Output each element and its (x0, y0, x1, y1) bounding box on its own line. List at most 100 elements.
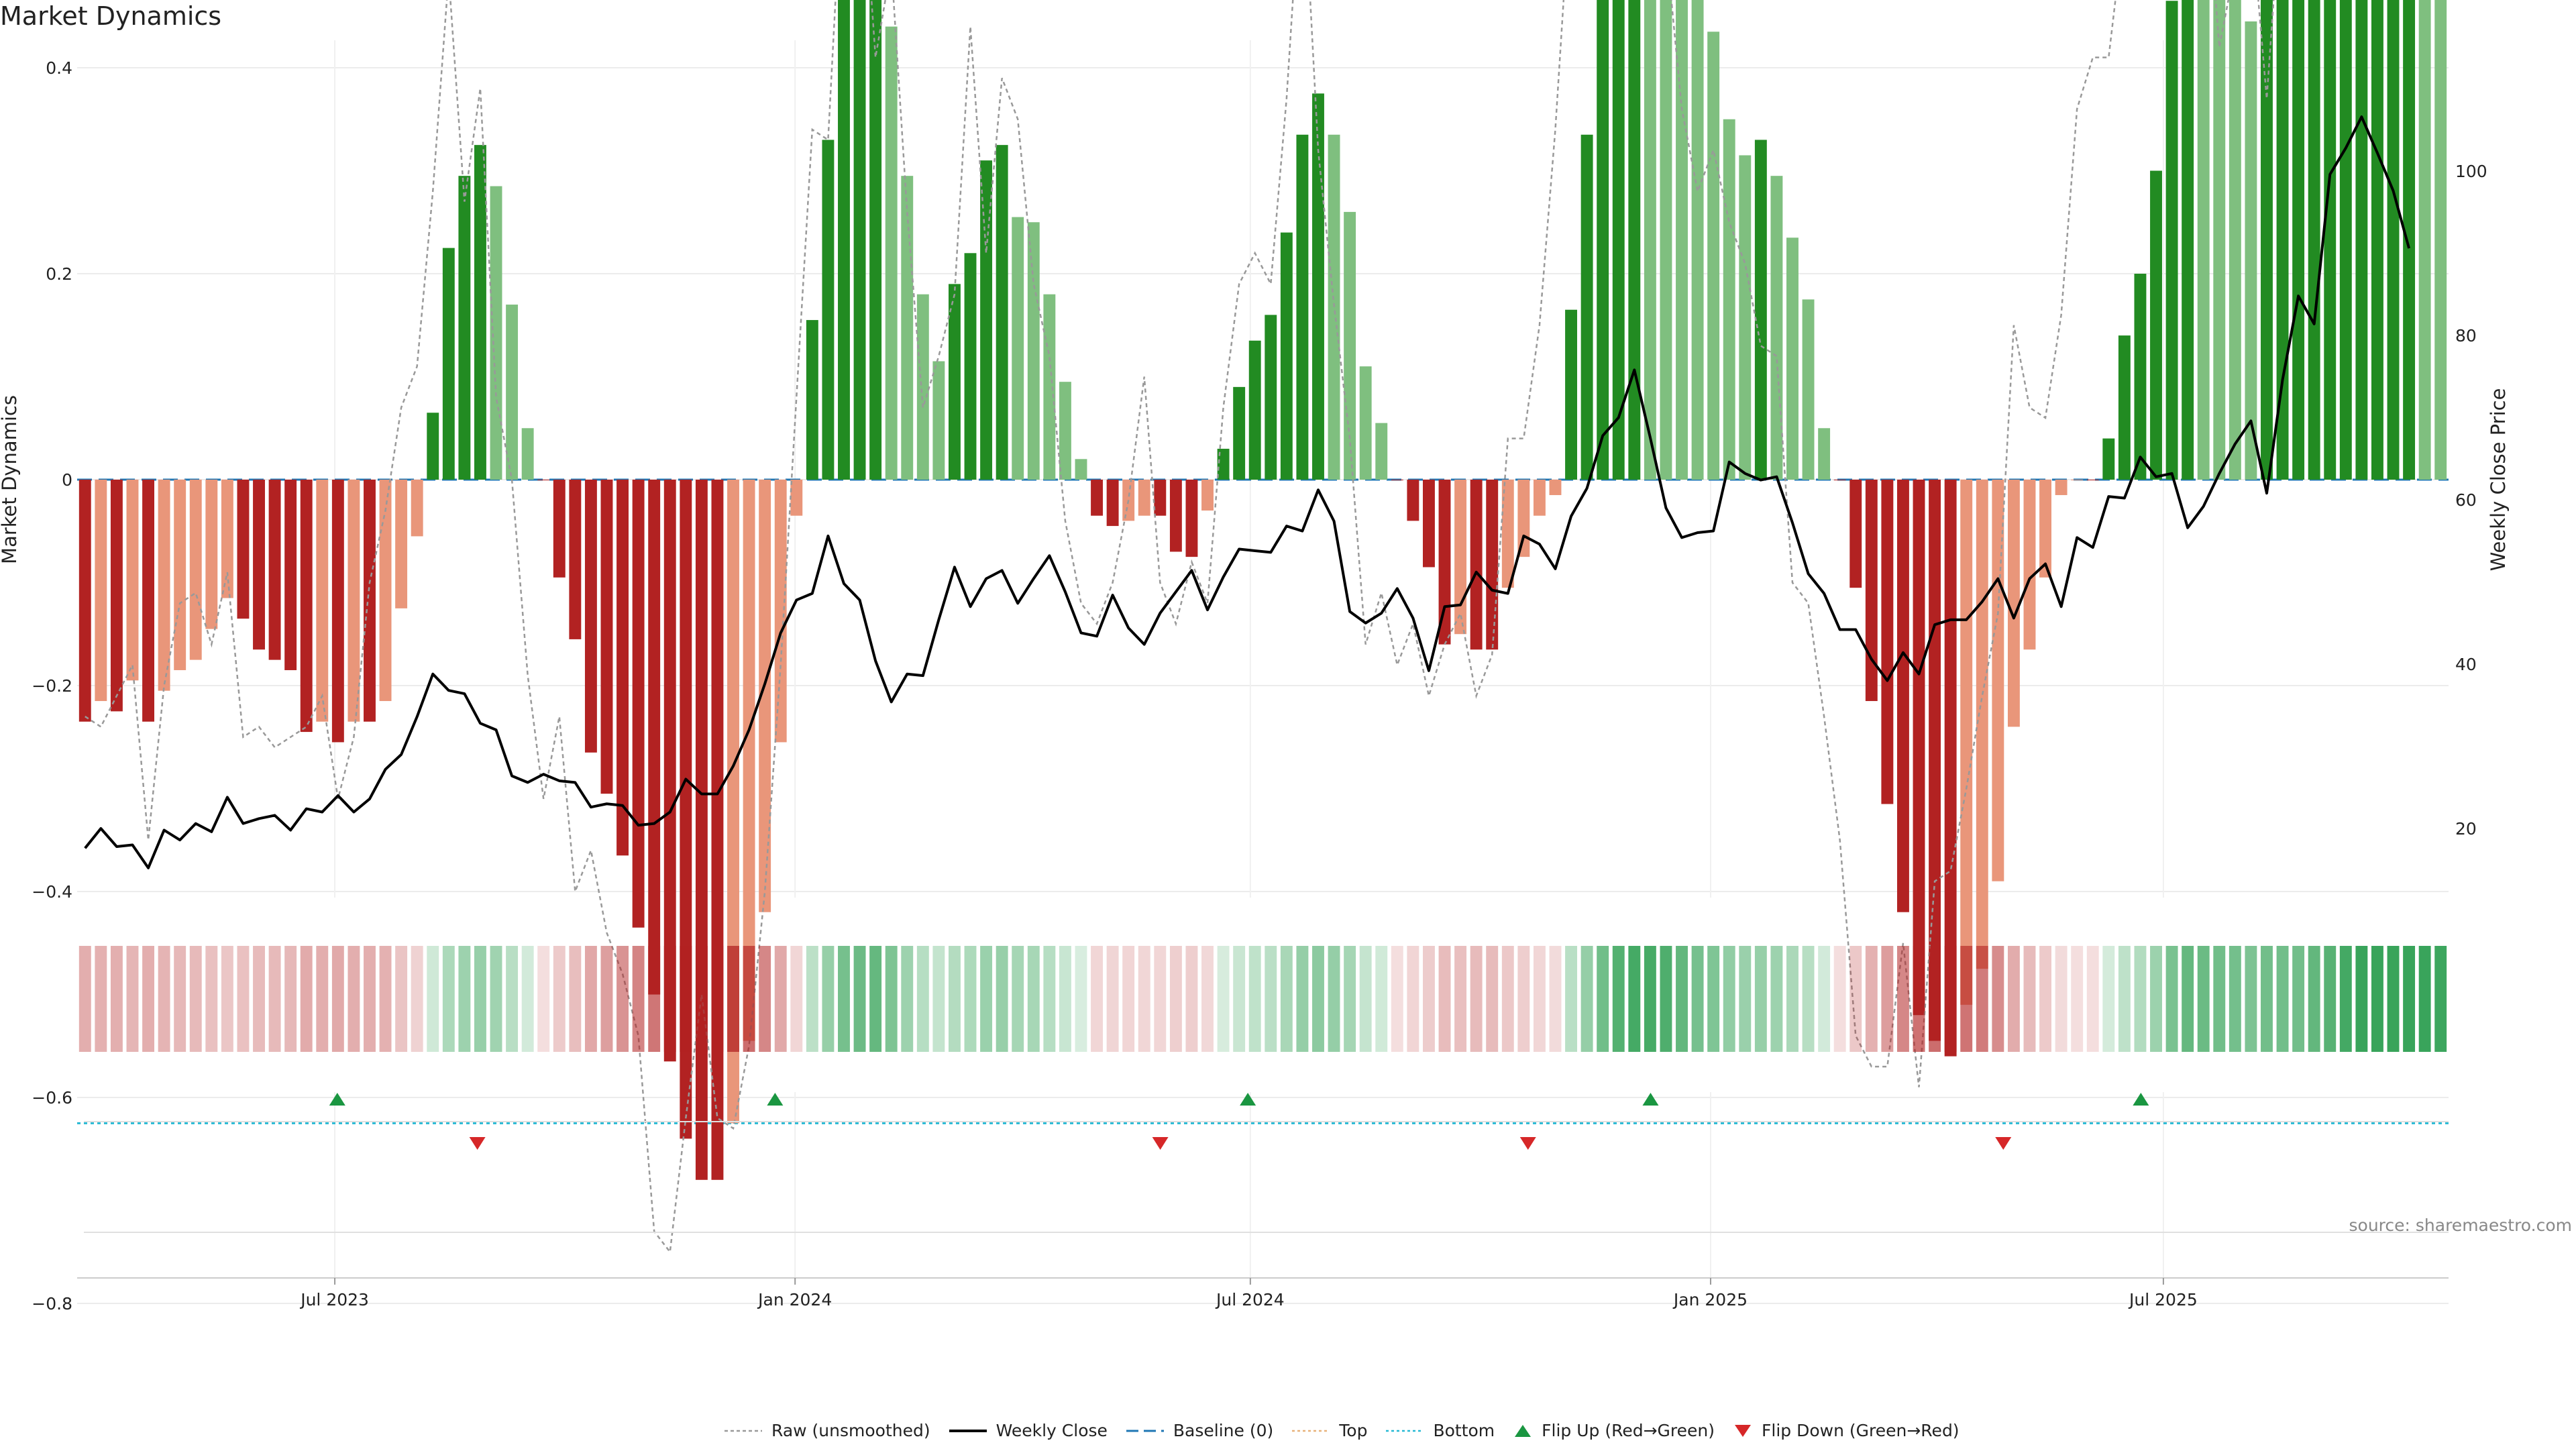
dynamics-bar (996, 145, 1008, 480)
dynamics-bar (648, 480, 661, 995)
strip-cell (774, 946, 787, 1052)
dynamics-bar (2118, 335, 2131, 480)
strip-cell (521, 946, 534, 1052)
strip-cell (648, 946, 661, 1052)
dynamics-bar (790, 480, 803, 516)
strip-cell (300, 946, 313, 1052)
close-legend-line (949, 1429, 987, 1432)
dynamics-bar (1597, 0, 1609, 480)
dynamics-bar (1628, 0, 1641, 480)
strip-cell (1628, 946, 1641, 1052)
dynamics-bar (189, 480, 202, 660)
strip-cell (1612, 946, 1625, 1052)
dynamics-bar (948, 284, 961, 480)
strip-cell (2182, 946, 2194, 1052)
dynamics-bar (2150, 170, 2162, 480)
strip-cell (2039, 946, 2052, 1052)
dynamics-bar (980, 160, 993, 480)
x-tick-label: Jul 2025 (2128, 1290, 2198, 1309)
flip-up-legend-icon (1515, 1424, 1532, 1437)
strip-cell (2150, 946, 2162, 1052)
dynamics-bar (1580, 134, 1593, 480)
strip-cell (2324, 946, 2337, 1052)
dynamics-bar (2308, 0, 2320, 480)
dynamics-bar (1739, 155, 1752, 480)
dynamics-bar (1075, 459, 1087, 480)
strip-cell (506, 946, 519, 1052)
dynamics-bar (2039, 480, 2052, 578)
flip-down-marker (1152, 1137, 1169, 1150)
strip-cell (2213, 946, 2226, 1052)
dynamics-bar (395, 480, 408, 608)
dynamics-bar (1043, 294, 1056, 480)
dynamics-bar (1422, 480, 1435, 568)
dynamics-bar (458, 176, 471, 480)
y-tick-label: −0.4 (32, 882, 72, 902)
dynamics-bar (663, 480, 676, 1062)
dynamics-bar (2213, 0, 2226, 480)
dynamics-bar (1818, 428, 1831, 480)
strip-cell (364, 946, 376, 1052)
strip-cell (1802, 946, 1815, 1052)
dynamics-bar (2055, 480, 2068, 496)
strip-cell (1944, 946, 1957, 1052)
strip-cell (1391, 946, 1403, 1052)
dynamics-bar (1470, 480, 1483, 650)
dynamics-bar (584, 480, 597, 753)
strip-cell (1169, 946, 1182, 1052)
dynamics-bar (1849, 480, 1862, 588)
dynamics-bar (695, 480, 708, 1180)
dynamics-bar (331, 480, 344, 743)
dynamics-bar (1248, 340, 1261, 480)
dynamics-bar (1913, 480, 1925, 1016)
strip-cell (932, 946, 945, 1052)
dynamics-bar (490, 186, 502, 480)
strip-cell (1549, 946, 1562, 1052)
strip-cell (2418, 946, 2431, 1052)
strip-cell (1691, 946, 1704, 1052)
dynamics-bar (1296, 134, 1309, 480)
strip-cell (2434, 946, 2447, 1052)
strip-cell (1328, 946, 1340, 1052)
flip-up-marker (2133, 1093, 2149, 1106)
strip-cell (1739, 946, 1752, 1052)
legend-item-close: Weekly Close (949, 1421, 1108, 1440)
dynamics-bar (1644, 0, 1656, 480)
dynamics-bar (1676, 0, 1688, 480)
dynamics-bar (632, 480, 645, 928)
strip-cell (1075, 946, 1087, 1052)
strip-cell (427, 946, 439, 1052)
dynamics-bar (1612, 0, 1625, 480)
strip-cell (901, 946, 914, 1052)
strip-cell (853, 946, 866, 1052)
strip-cell (1929, 946, 1941, 1052)
dynamics-bar (2292, 0, 2305, 480)
strip-cell (1580, 946, 1593, 1052)
dynamics-bar (1169, 480, 1182, 552)
legend-label-raw: Raw (unsmoothed) (771, 1421, 930, 1440)
strip-cell (1976, 946, 1988, 1052)
strip-cell (347, 946, 360, 1052)
strip-cell (743, 946, 755, 1052)
dynamics-bar (1359, 366, 1372, 480)
flip-up-marker (767, 1093, 784, 1106)
dynamics-bar (838, 0, 850, 480)
dynamics-bar (616, 480, 629, 856)
strip-cell (1723, 946, 1735, 1052)
dynamics-bar (1501, 480, 1514, 588)
legend-label-flip-up: Flip Up (Red→Green) (1542, 1421, 1715, 1440)
strip-cell (174, 946, 186, 1052)
dynamics-bar (2418, 0, 2431, 480)
strip-cell (569, 946, 582, 1052)
strip-cell (189, 946, 202, 1052)
strip-cell (1754, 946, 1767, 1052)
strip-cell (2086, 946, 2099, 1052)
strip-cell (616, 946, 629, 1052)
reference-lines (77, 478, 2449, 1124)
close-line (84, 115, 2411, 869)
strip-cell (1881, 946, 1894, 1052)
strip-cell (1312, 946, 1324, 1052)
flip-markers-panel (84, 1093, 2449, 1233)
dynamics-bar (1786, 237, 1799, 480)
